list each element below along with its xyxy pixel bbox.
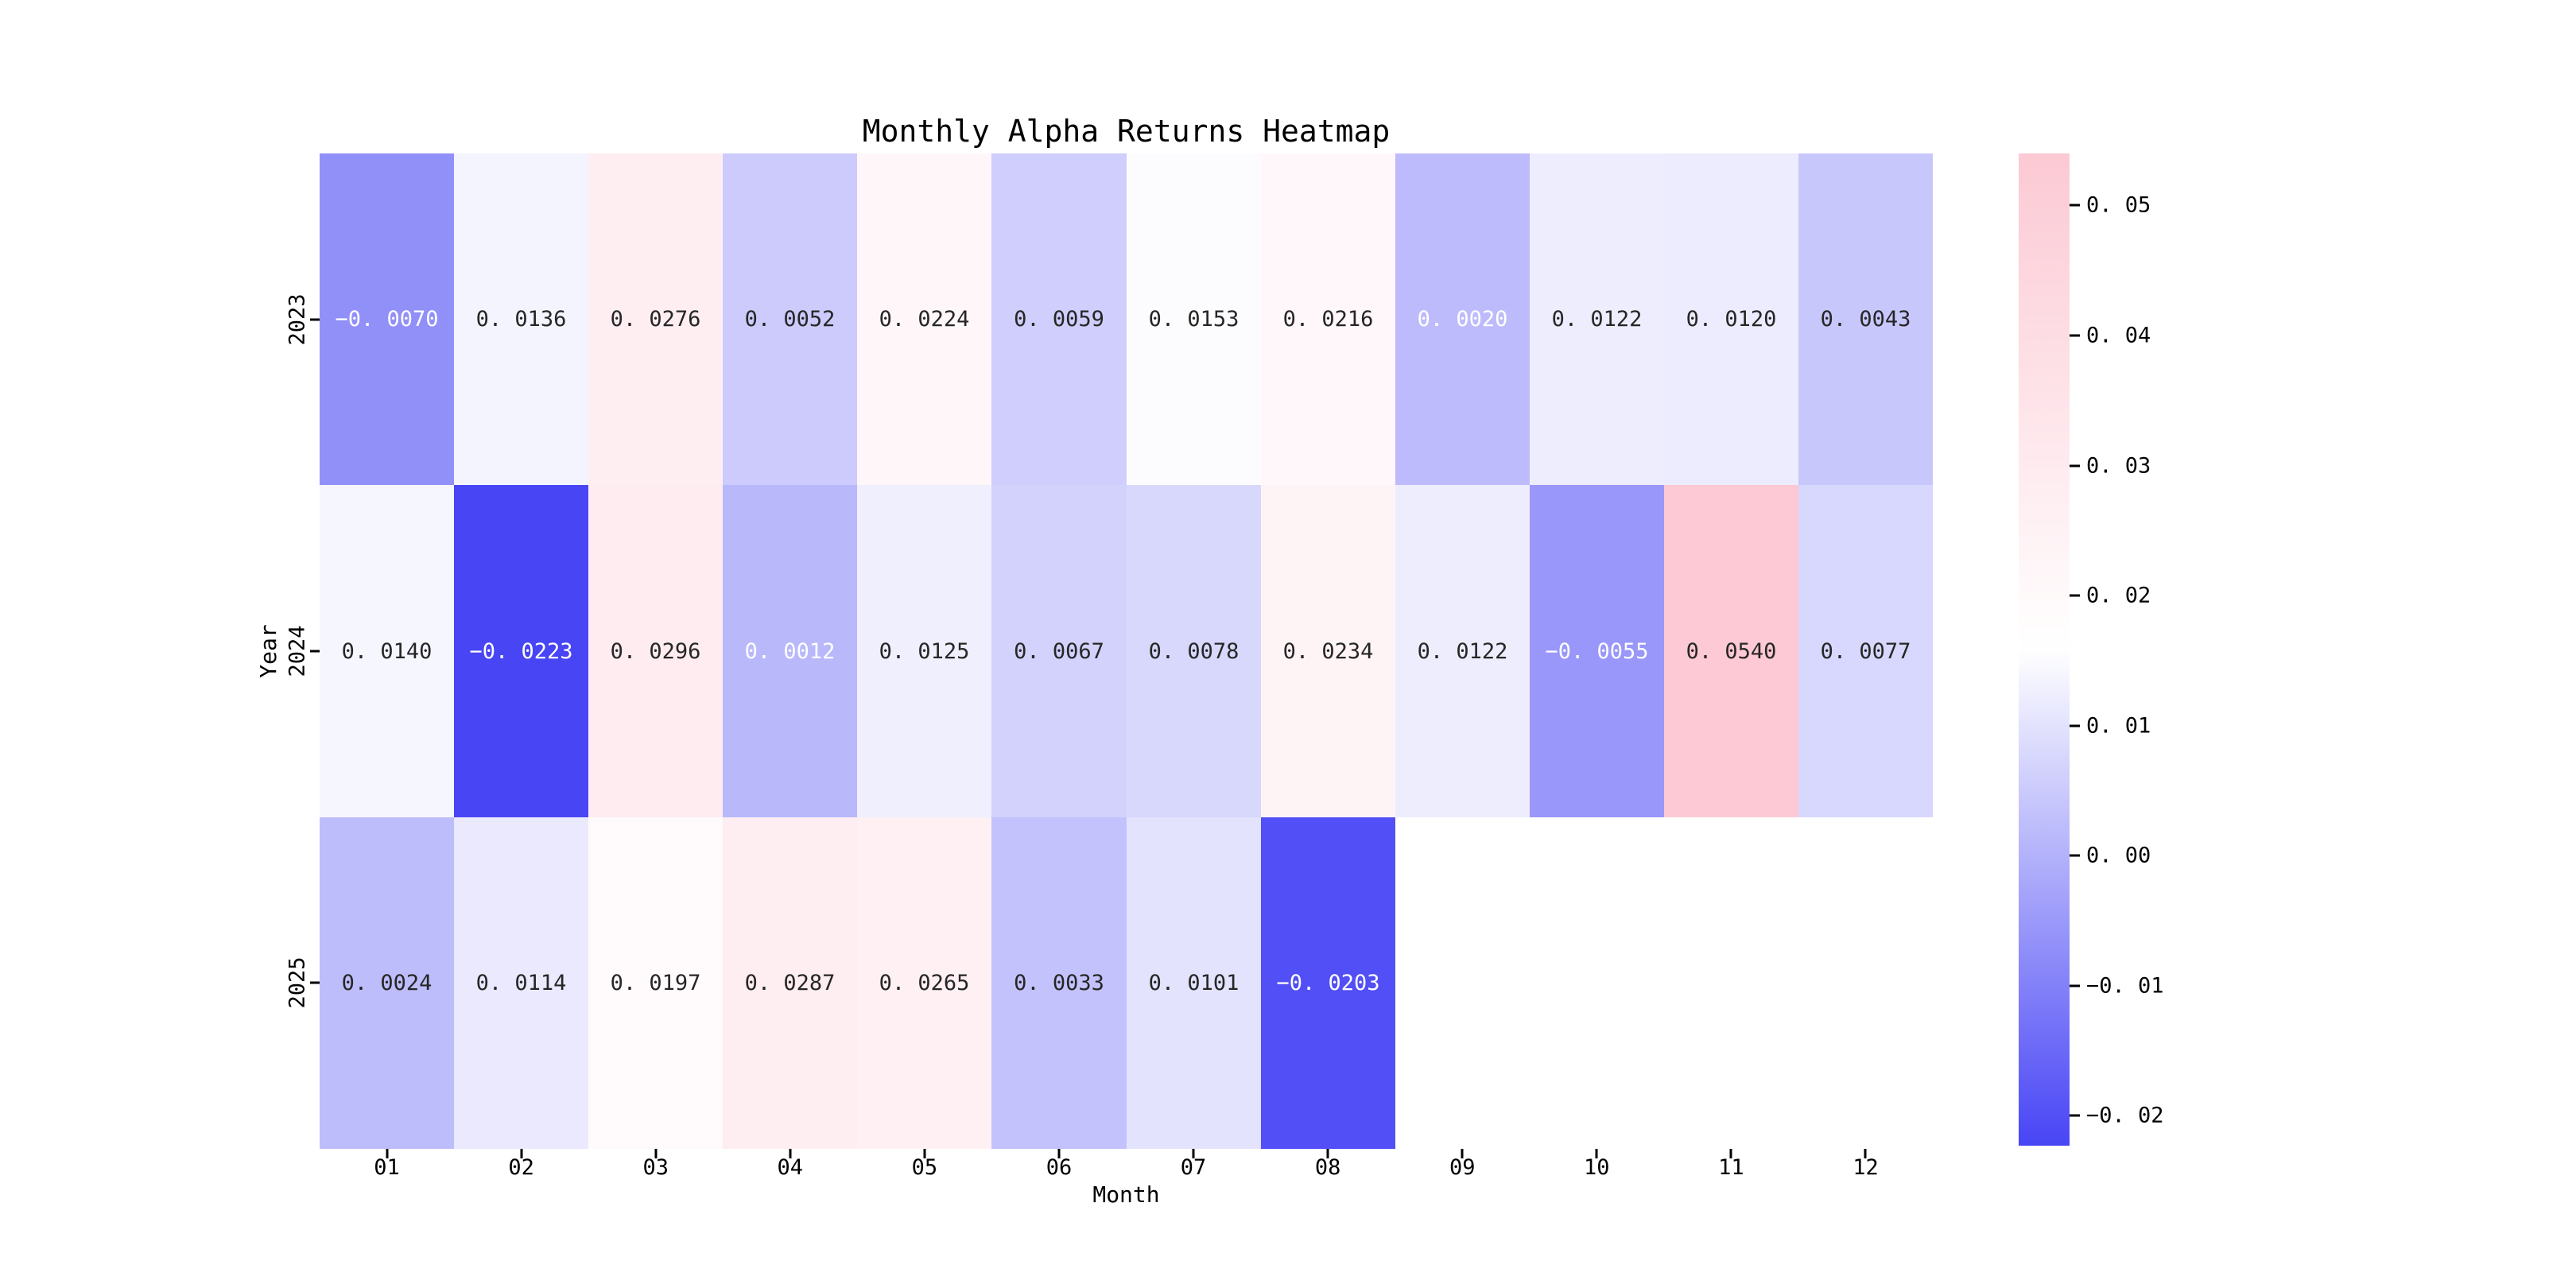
y-tick <box>310 981 320 984</box>
heatmap-cell: 0. 0140 <box>320 485 454 817</box>
y-tick <box>310 318 320 321</box>
heatmap-cell: 0. 0067 <box>991 485 1127 817</box>
heatmap-cell: 0. 0043 <box>1798 153 1933 485</box>
colorbar-tick-label: −0. 01 <box>2086 973 2164 999</box>
colorbar-tick <box>2070 464 2080 467</box>
x-tick <box>386 1149 389 1158</box>
colorbar-tick-label: 0. 05 <box>2086 192 2151 218</box>
heatmap-cell: 0. 0059 <box>991 153 1127 485</box>
x-tick <box>1192 1149 1195 1158</box>
heatmap-cell: 0. 0033 <box>991 817 1127 1149</box>
x-tick <box>789 1149 792 1158</box>
x-tick-label: 10 <box>1584 1155 1610 1180</box>
heatmap-cell: 0. 0020 <box>1395 153 1530 485</box>
heatmap-cell: 0. 0265 <box>857 817 991 1149</box>
heatmap-cell: 0. 0153 <box>1127 153 1261 485</box>
heatmap-cell: 0. 0078 <box>1127 485 1261 817</box>
colorbar-tick <box>2070 854 2080 857</box>
y-tick <box>310 650 320 653</box>
colorbar-tick <box>2070 1114 2080 1117</box>
heatmap-cell: 0. 0296 <box>588 485 723 817</box>
heatmap-cell: −0. 0223 <box>454 485 588 817</box>
x-tick-label: 06 <box>1046 1155 1073 1180</box>
colorbar-tick <box>2070 984 2080 987</box>
x-tick-label: 11 <box>1718 1155 1744 1180</box>
x-tick-label: 07 <box>1180 1155 1207 1180</box>
x-axis-label: Month <box>1092 1181 1160 1208</box>
colorbar-tick <box>2070 594 2080 597</box>
heatmap-cell: 0. 0052 <box>723 153 857 485</box>
colorbar-gradient <box>2019 153 2070 1146</box>
colorbar-tick-label: 0. 01 <box>2086 713 2151 739</box>
x-tick-label: 03 <box>642 1155 669 1180</box>
heatmap-cell: 0. 0224 <box>857 153 991 485</box>
heatmap-cell: −0. 0070 <box>320 153 454 485</box>
x-tick-label: 12 <box>1852 1155 1879 1180</box>
heatmap-cell: 0. 0125 <box>857 485 991 817</box>
x-tick <box>1461 1149 1464 1158</box>
x-tick-label: 04 <box>777 1155 804 1180</box>
colorbar-tick-label: 0. 02 <box>2086 583 2151 608</box>
x-tick-label: 05 <box>911 1155 938 1180</box>
x-tick-label: 02 <box>508 1155 534 1180</box>
heatmap-cell: 0. 0234 <box>1261 485 1395 817</box>
colorbar-tick-label: −0. 02 <box>2086 1103 2164 1128</box>
heatmap-cell: −0. 0055 <box>1530 485 1664 817</box>
colorbar-tick <box>2070 334 2080 337</box>
heatmap-cell: 0. 0120 <box>1664 153 1798 485</box>
x-tick <box>1729 1149 1732 1158</box>
colorbar-tick-label: 0. 04 <box>2086 323 2151 348</box>
colorbar-tick <box>2070 204 2080 207</box>
x-tick-label: 01 <box>374 1155 400 1180</box>
heatmap-cell: 0. 0216 <box>1261 153 1395 485</box>
heatmap-cell: 0. 0114 <box>454 817 588 1149</box>
heatmap-plot-area: −0. 0070 0. 0136 0. 0276 0. 0052 0. 0224 0. 0… <box>320 153 1933 1149</box>
heatmap-cell: 0. 0197 <box>588 817 723 1149</box>
heatmap-cell: 0. 0024 <box>320 817 454 1149</box>
chart-title: Monthly Alpha Returns Heatmap <box>862 114 1391 149</box>
heatmap-cell: 0. 0276 <box>588 153 723 485</box>
y-tick-label: 2023 <box>285 293 310 346</box>
heatmap-cell: −0. 0203 <box>1261 817 1395 1149</box>
heatmap-cell: 0. 0122 <box>1530 153 1664 485</box>
heatmap-cell: 0. 0122 <box>1395 485 1530 817</box>
heatmap-cell: 0. 0101 <box>1127 817 1261 1149</box>
x-tick <box>1326 1149 1329 1158</box>
x-tick-label: 09 <box>1449 1155 1476 1180</box>
heatmap-cell: 0. 0540 <box>1664 485 1798 817</box>
colorbar-tick <box>2070 724 2080 727</box>
x-tick <box>1595 1149 1598 1158</box>
x-tick <box>520 1149 523 1158</box>
x-tick <box>923 1149 926 1158</box>
x-tick <box>654 1149 658 1158</box>
colorbar-tick-label: 0. 00 <box>2086 843 2151 868</box>
x-tick-label: 08 <box>1314 1155 1341 1180</box>
heatmap-cell: 0. 0287 <box>723 817 857 1149</box>
y-axis-label: Year <box>255 624 281 678</box>
heatmap-cell: 0. 0077 <box>1798 485 1933 817</box>
heatmap-cell: 0. 0136 <box>454 153 588 485</box>
heatmap-cell: 0. 0012 <box>723 485 857 817</box>
y-tick-label: 2025 <box>285 956 310 1009</box>
x-tick <box>1057 1149 1061 1158</box>
y-tick-label: 2024 <box>285 625 310 677</box>
colorbar-tick-label: 0. 03 <box>2086 453 2151 479</box>
x-tick <box>1864 1149 1867 1158</box>
